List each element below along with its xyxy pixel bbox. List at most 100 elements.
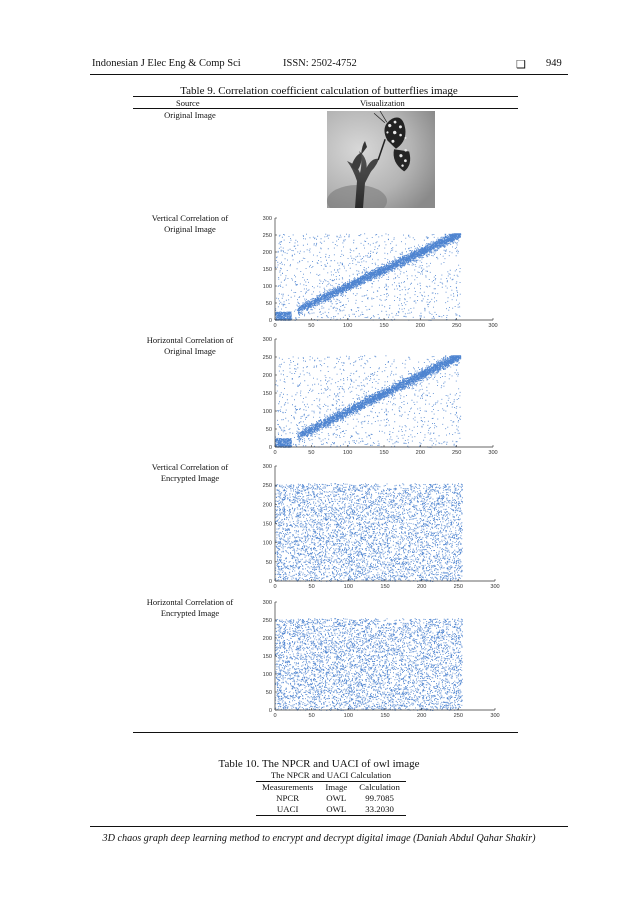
- scatter-points: [275, 618, 463, 711]
- x-tick-label: 50: [308, 450, 314, 456]
- x-tick-label: 300: [490, 584, 499, 590]
- y-tick-label: 150: [263, 654, 272, 660]
- x-tick-label: 200: [416, 323, 425, 329]
- y-tick-label: 150: [263, 267, 272, 273]
- table9-col-source: Source: [176, 98, 200, 108]
- x-tick-label: 50: [309, 584, 315, 590]
- x-tick-label: 150: [379, 450, 388, 456]
- x-tick-label: 0: [273, 713, 276, 719]
- table9-header-rule: [133, 108, 518, 109]
- row-label-horiz-orig: Horizontal Correlation of Original Image: [120, 335, 260, 356]
- x-tick-label: 250: [454, 584, 463, 590]
- y-tick-label: 200: [263, 373, 272, 379]
- table10-cell: OWL: [326, 793, 347, 803]
- y-tick-label: 250: [263, 233, 272, 239]
- journal-name: Indonesian J Elec Eng & Comp Sci: [92, 58, 241, 69]
- row-label-vert-enc: Vertical Correlation of Encrypted Image: [120, 462, 260, 483]
- scatter-points: [275, 483, 463, 582]
- x-tick-label: 150: [379, 323, 388, 329]
- table10-col-header: Image: [325, 782, 348, 792]
- footer-rule: [90, 826, 568, 827]
- page-number: 949: [546, 58, 562, 69]
- scatter-point-cloud: [275, 483, 463, 582]
- row-label-horiz-enc: Horizontal Correlation of Encrypted Imag…: [120, 597, 260, 618]
- y-tick-label: 50: [266, 560, 272, 566]
- y-tick-label: 100: [263, 541, 272, 547]
- scatter-vertical-encrypted: 0 50 100 150 200 250 300 0 50 100 150 200 250 300: [263, 464, 500, 590]
- issn: ISSN: 2502-4752: [283, 58, 357, 69]
- x-tick-label: 150: [380, 713, 389, 719]
- x-tick-label: 300: [488, 323, 497, 329]
- y-tick-label: 150: [263, 391, 272, 397]
- x-tick-label: 200: [417, 713, 426, 719]
- x-tick-label: 150: [380, 584, 389, 590]
- table10-cell: 33.2030: [353, 804, 406, 816]
- y-tick-label: 100: [263, 284, 272, 290]
- y-tick-label: 50: [266, 690, 272, 696]
- scatter-points: [275, 233, 462, 321]
- y-tick-label: 100: [263, 672, 272, 678]
- scatter-point-cloud: [275, 233, 462, 321]
- table10-col-header: Calculation: [359, 782, 400, 792]
- row-label-vert-orig: Vertical Correlation of Original Image: [120, 213, 260, 234]
- table9-bottom-rule: [133, 732, 518, 733]
- x-tick-label: 100: [343, 450, 352, 456]
- x-tick-label: 100: [344, 713, 353, 719]
- table9-top-rule: [133, 96, 518, 97]
- row-label-line: Encrypted Image: [160, 607, 220, 618]
- x-tick-label: 250: [454, 713, 463, 719]
- row-label-line: Vertical Correlation of: [151, 213, 229, 223]
- x-tick-label: 300: [488, 450, 497, 456]
- row-label-line: Horizontal Correlation of: [146, 335, 234, 345]
- header-rule: [90, 74, 568, 75]
- scatter-point-cloud: [275, 618, 463, 711]
- table10-cell: UACI: [256, 804, 320, 816]
- table9-caption: Table 9. Correlation coefficient calcula…: [180, 85, 458, 97]
- footer-citation: 3D chaos graph deep learning method to e…: [102, 833, 536, 844]
- butterfly-image: [327, 111, 435, 208]
- x-tick-label: 100: [343, 323, 352, 329]
- y-tick-label: 300: [263, 216, 272, 222]
- table10-col-header: Measurements: [262, 782, 314, 792]
- x-tick-label: 250: [452, 323, 461, 329]
- row-label-line: Original Image: [164, 345, 216, 356]
- y-tick-label: 300: [263, 464, 272, 470]
- scatter-horizontal-original: 0 50 100 150 200 250 300 0 50 100 150 200 250 300: [263, 337, 498, 456]
- row-label-line: Encrypted Image: [160, 472, 220, 483]
- scatter-points: [275, 355, 462, 448]
- y-tick-label: 300: [263, 600, 272, 606]
- table10-cell: 99.7085: [365, 793, 394, 803]
- x-tick-label: 0: [273, 323, 276, 329]
- y-tick-label: 200: [263, 636, 272, 642]
- y-tick-label: 250: [263, 618, 272, 624]
- x-tick-label: 0: [273, 450, 276, 456]
- y-tick-label: 0: [269, 318, 272, 324]
- y-tick-label: 0: [269, 445, 272, 451]
- y-tick-label: 200: [263, 502, 272, 508]
- row-label-line: Horizontal Correlation of: [146, 597, 234, 607]
- x-tick-label: 300: [490, 713, 499, 719]
- x-tick-label: 50: [309, 713, 315, 719]
- scatter-horizontal-encrypted: 0 50 100 150 200 250 300 0 50 100 150 200 250 300: [263, 600, 500, 719]
- y-tick-label: 50: [266, 301, 272, 307]
- y-tick-label: 50: [266, 427, 272, 433]
- table10-cell: NPCR: [276, 793, 300, 803]
- x-tick-label: 200: [417, 584, 426, 590]
- row-label-line: Original Image: [164, 223, 216, 234]
- x-tick-label: 100: [344, 584, 353, 590]
- scatter-vertical-original: 0 50 100 150 200 250 300 0 50 100 150 200 250 300: [263, 216, 498, 329]
- table10: The NPCR and UACI Calculation Measuremen…: [256, 770, 406, 816]
- table10-caption: Table 10. The NPCR and UACI of owl image: [218, 758, 420, 770]
- row-label-line: Original Image: [164, 110, 216, 120]
- row-label-original: Original Image: [120, 110, 260, 121]
- x-tick-label: 250: [452, 450, 461, 456]
- x-tick-label: 200: [416, 450, 425, 456]
- scatter-point-cloud: [275, 355, 462, 448]
- table9-col-visualization: Visualization: [360, 98, 405, 108]
- table10-cell: OWL: [319, 804, 354, 816]
- table10-subheader: The NPCR and UACI Calculation: [256, 770, 406, 782]
- row-label-line: Vertical Correlation of: [151, 462, 229, 472]
- y-tick-label: 150: [263, 522, 272, 528]
- y-tick-label: 200: [263, 250, 272, 256]
- x-tick-label: 0: [273, 584, 276, 590]
